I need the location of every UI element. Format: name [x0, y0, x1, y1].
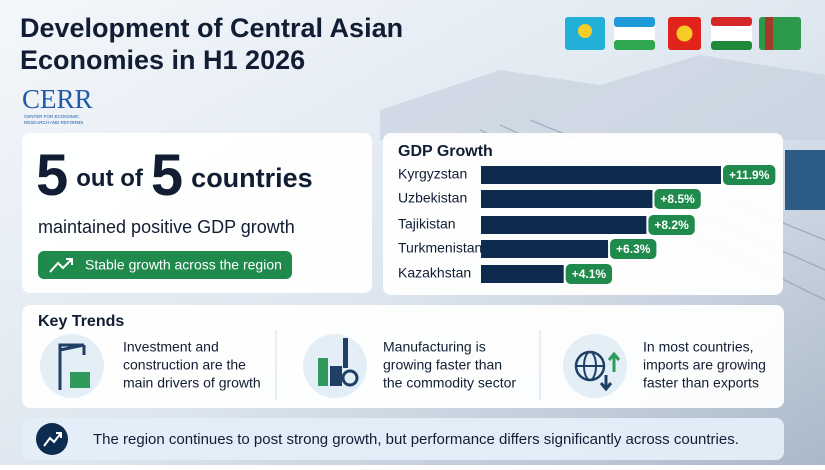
trend-icon [49, 258, 73, 273]
badge [38, 251, 292, 279]
title: Economies in H1 2026 [20, 45, 305, 75]
footer-bar [22, 418, 784, 460]
category-label: Uzbekistan [398, 190, 467, 206]
chart-title: GDP Growth [398, 143, 493, 160]
logo-sub: RESEARCH AND REFORMS [24, 120, 83, 125]
footer-icon-arrow [43, 432, 62, 447]
trend-texts: Investment and construction are the main d… [123, 339, 766, 391]
trend-text: construction are the [123, 357, 246, 373]
headline-text: out of [76, 165, 144, 192]
bar [481, 265, 564, 283]
category-label: Tajikistan [398, 216, 456, 232]
headline-text: countries [191, 163, 313, 193]
count: 5 [36, 143, 68, 208]
summary-headline: 5 out of 5 countries [36, 143, 313, 208]
category-label: Kyrgyzstan [398, 166, 467, 182]
title: Development of Central Asian [20, 13, 403, 43]
logo-sub: CENTER FOR ECONOMIC [24, 114, 80, 119]
value-label: +11.9% [729, 168, 770, 182]
bar [481, 240, 609, 258]
category-label: Kazakhstan [398, 265, 471, 281]
value-label: +6.3% [616, 242, 651, 256]
count: 5 [151, 143, 183, 208]
value-pill [723, 165, 776, 185]
container [785, 150, 825, 210]
badge-text: Stable growth across the region [85, 257, 282, 273]
trend-text: imports are growing [643, 357, 766, 373]
trend-text: In most countries, [643, 339, 754, 355]
flags [565, 17, 801, 50]
trend-icons [40, 334, 627, 398]
trend-text: the commodity sector [383, 375, 516, 391]
category-label: Turkmenistan [398, 240, 482, 256]
value-pill [610, 239, 657, 259]
trend-text: faster than exports [643, 375, 759, 391]
summary-subtitle: maintained positive GDP growth [38, 217, 295, 237]
logo: CERR [22, 84, 93, 114]
bar [481, 190, 653, 208]
trends-title: Key Trends [38, 313, 124, 330]
bar [481, 166, 721, 184]
trend-text: growing faster than [383, 357, 502, 373]
trend-text: Investment and [123, 339, 219, 355]
value-label: +4.1% [572, 267, 607, 281]
mountains [380, 55, 825, 140]
value-pill [565, 264, 613, 284]
footer-text: The region continues to post strong grow… [93, 431, 739, 448]
bar [481, 216, 647, 234]
value-pill [654, 189, 701, 209]
value-label: +8.2% [654, 218, 689, 232]
bar-chart: Kyrgyzstan +11.9% Uzbekistan +8.5% Tajikista… [398, 165, 776, 284]
trend-text: Manufacturing is [383, 339, 486, 355]
value-pill [648, 215, 695, 235]
trend-text: main drivers of growth [123, 375, 261, 391]
value-label: +8.5% [660, 192, 695, 206]
